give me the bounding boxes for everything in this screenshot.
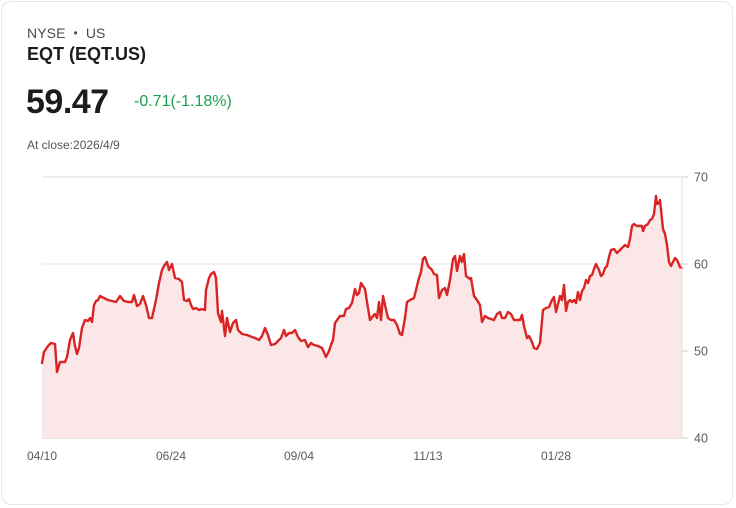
y-tick-label: 40: [694, 432, 708, 446]
price-area-fill: [42, 196, 682, 438]
y-tick-label: 60: [694, 258, 708, 272]
y-tick-label: 50: [694, 345, 708, 359]
price-line: [40, 194, 684, 374]
region: US: [85, 25, 106, 41]
close-timestamp: At close:2026/4/9: [27, 138, 120, 152]
stock-price: 59.47: [26, 83, 109, 121]
y-tick-label: 70: [694, 171, 708, 185]
x-tick-label: 06/24: [156, 449, 186, 463]
exchange-line: NYSE • US: [27, 25, 106, 41]
y-axis-ticks: 40 50 60 70: [682, 171, 708, 446]
x-tick-label: 01/28: [541, 449, 571, 463]
price-change: -0.71(-1.18%): [134, 93, 232, 110]
x-axis-ticks: 04/10 06/24 09/04 11/13 01/28: [27, 449, 571, 463]
exchange-name: NYSE: [27, 25, 66, 41]
x-tick-label: 04/10: [27, 449, 57, 463]
separator-dot: •: [73, 26, 78, 40]
stock-name: EQT (EQT.US): [27, 44, 147, 64]
x-tick-label: 11/13: [413, 449, 442, 463]
x-tick-label: 09/04: [284, 449, 314, 463]
